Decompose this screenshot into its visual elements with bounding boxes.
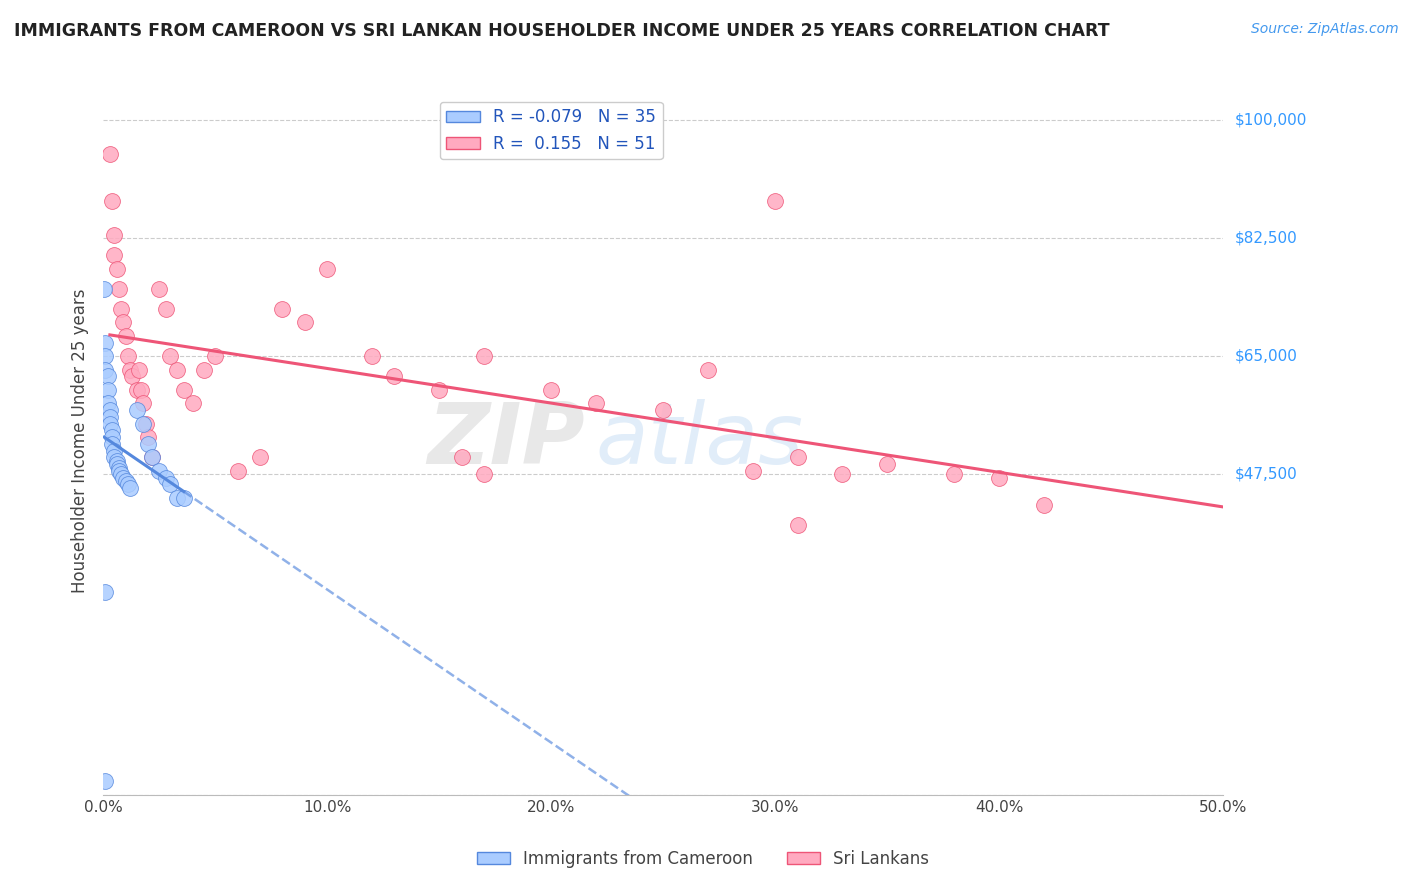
Point	[155, 301, 177, 316]
Point	[98, 403, 121, 417]
Point	[110, 301, 132, 316]
Point	[193, 362, 215, 376]
Point	[652, 403, 675, 417]
Point	[114, 329, 136, 343]
Point	[472, 349, 495, 363]
Point	[105, 261, 128, 276]
Point	[540, 383, 562, 397]
Point	[786, 450, 808, 465]
Point	[148, 282, 170, 296]
Point	[117, 349, 139, 363]
Point	[943, 467, 966, 482]
Point	[94, 335, 117, 350]
Point	[101, 430, 124, 444]
Point	[101, 437, 124, 451]
Point	[129, 383, 152, 397]
Legend: R = -0.079   N = 35, R =  0.155   N = 51: R = -0.079 N = 35, R = 0.155 N = 51	[440, 102, 662, 160]
Text: $82,500: $82,500	[1234, 231, 1296, 245]
Point	[101, 194, 124, 208]
Point	[472, 467, 495, 482]
Point	[136, 437, 159, 451]
Text: $47,500: $47,500	[1234, 467, 1296, 482]
Point	[117, 477, 139, 491]
Point	[316, 261, 339, 276]
Point	[114, 474, 136, 488]
Text: $100,000: $100,000	[1234, 112, 1306, 128]
Y-axis label: Householder Income Under 25 years: Householder Income Under 25 years	[72, 288, 89, 593]
Point	[294, 316, 316, 330]
Point	[125, 403, 148, 417]
Point	[226, 464, 249, 478]
Point	[159, 477, 181, 491]
Point	[382, 369, 405, 384]
Point	[271, 301, 294, 316]
Point	[98, 409, 121, 424]
Point	[118, 481, 141, 495]
Point	[112, 470, 135, 484]
Point	[118, 362, 141, 376]
Point	[166, 491, 188, 505]
Point	[108, 464, 131, 478]
Point	[103, 227, 125, 242]
Point	[125, 383, 148, 397]
Point	[98, 146, 121, 161]
Point	[173, 491, 195, 505]
Point	[110, 467, 132, 482]
Point	[141, 450, 163, 465]
Text: atlas: atlas	[596, 399, 804, 482]
Point	[988, 470, 1011, 484]
Point	[427, 383, 450, 397]
Text: ZIP: ZIP	[427, 399, 585, 482]
Point	[876, 457, 898, 471]
Point	[105, 454, 128, 468]
Point	[159, 349, 181, 363]
Point	[94, 362, 117, 376]
Text: IMMIGRANTS FROM CAMEROON VS SRI LANKAN HOUSEHOLDER INCOME UNDER 25 YEARS CORRELA: IMMIGRANTS FROM CAMEROON VS SRI LANKAN H…	[14, 22, 1109, 40]
Point	[128, 362, 150, 376]
Point	[97, 383, 120, 397]
Point	[93, 282, 115, 296]
Point	[249, 450, 271, 465]
Point	[105, 457, 128, 471]
Point	[141, 450, 163, 465]
Point	[108, 460, 131, 475]
Point	[112, 316, 135, 330]
Point	[135, 417, 157, 431]
Point	[94, 349, 117, 363]
Point	[450, 450, 472, 465]
Point	[741, 464, 763, 478]
Point	[103, 248, 125, 262]
Point	[361, 349, 384, 363]
Point	[155, 470, 177, 484]
Point	[97, 369, 120, 384]
Point	[132, 417, 155, 431]
Text: $65,000: $65,000	[1234, 349, 1298, 364]
Point	[121, 369, 143, 384]
Point	[132, 396, 155, 410]
Point	[136, 430, 159, 444]
Point	[103, 450, 125, 465]
Point	[94, 774, 117, 789]
Point	[97, 396, 120, 410]
Point	[763, 194, 786, 208]
Point	[94, 585, 117, 599]
Point	[181, 396, 204, 410]
Point	[585, 396, 607, 410]
Point	[101, 424, 124, 438]
Legend: Immigrants from Cameroon, Sri Lankans: Immigrants from Cameroon, Sri Lankans	[470, 844, 936, 875]
Point	[1032, 498, 1054, 512]
Text: Source: ZipAtlas.com: Source: ZipAtlas.com	[1251, 22, 1399, 37]
Point	[697, 362, 720, 376]
Point	[103, 443, 125, 458]
Point	[204, 349, 226, 363]
Point	[173, 383, 195, 397]
Point	[166, 362, 188, 376]
Point	[108, 282, 131, 296]
Point	[148, 464, 170, 478]
Point	[786, 517, 808, 532]
Point	[98, 417, 121, 431]
Point	[831, 467, 853, 482]
